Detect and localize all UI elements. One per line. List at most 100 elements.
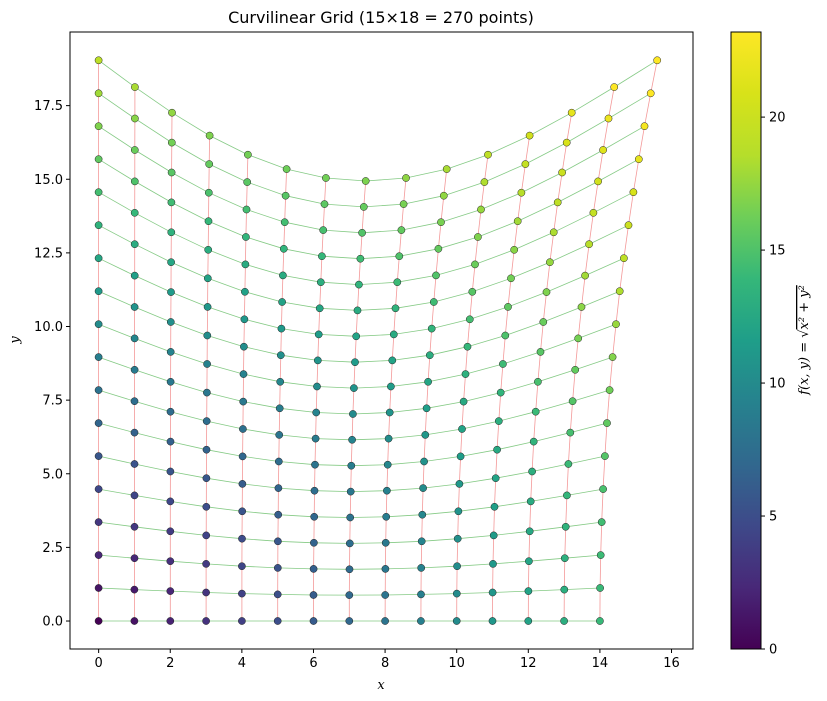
- column-line: [527, 112, 573, 622]
- data-point: [358, 228, 366, 237]
- data-point: [640, 122, 649, 131]
- x-tick-label: 0: [95, 656, 103, 671]
- data-point: [391, 304, 400, 313]
- data-point: [480, 178, 489, 186]
- data-point: [202, 560, 210, 568]
- data-point: [421, 431, 430, 439]
- data-point: [381, 538, 390, 547]
- data-point: [561, 522, 570, 531]
- data-point: [488, 588, 497, 597]
- data-point: [352, 332, 361, 341]
- data-point: [383, 460, 392, 469]
- data-point: [94, 353, 103, 361]
- colorbar-tick-label: 20: [769, 111, 786, 126]
- data-point: [560, 585, 569, 594]
- data-point: [130, 177, 139, 186]
- data-point: [420, 457, 428, 466]
- data-point: [240, 315, 249, 324]
- data-point: [274, 457, 283, 466]
- data-point: [346, 487, 355, 496]
- x-axis: 0 2 4 6 8 10 12 14 16: [95, 649, 680, 671]
- data-point: [594, 177, 602, 186]
- data-point: [603, 419, 611, 427]
- y-tick-label: 17.5: [34, 99, 63, 114]
- data-point: [203, 331, 212, 340]
- data-point: [239, 370, 248, 378]
- data-point: [318, 252, 326, 261]
- data-point: [465, 315, 474, 324]
- data-point: [596, 584, 604, 592]
- data-point: [320, 200, 329, 208]
- x-tick-label: 2: [166, 656, 174, 671]
- colorbar-tick-label: 0: [769, 643, 777, 658]
- data-point: [455, 480, 464, 488]
- data-point: [275, 404, 284, 413]
- data-point: [477, 205, 485, 214]
- data-point: [353, 306, 362, 315]
- svg-text:f(x, y) = √x² + y²: f(x, y) = √x² + y²: [797, 285, 812, 396]
- data-point: [238, 617, 246, 625]
- data-point: [452, 589, 461, 598]
- column-line: [205, 135, 210, 621]
- data-point: [501, 331, 510, 340]
- data-point: [94, 122, 103, 131]
- column-line: [277, 169, 287, 621]
- data-point: [351, 358, 359, 367]
- y-axis-label: y: [8, 336, 23, 345]
- data-point: [94, 551, 103, 559]
- data-point: [166, 437, 175, 446]
- data-point: [310, 486, 319, 495]
- data-point: [130, 146, 139, 154]
- data-point: [242, 205, 251, 214]
- column-line: [134, 87, 136, 621]
- data-point: [524, 617, 533, 625]
- data-point: [521, 160, 530, 168]
- data-point: [310, 512, 319, 521]
- data-point: [381, 565, 390, 573]
- data-point: [94, 188, 103, 197]
- data-point: [130, 460, 139, 468]
- data-point: [459, 397, 468, 406]
- data-point: [383, 486, 391, 495]
- data-point: [275, 431, 284, 439]
- data-point: [429, 298, 438, 306]
- data-point: [241, 260, 250, 269]
- data-point: [513, 217, 522, 226]
- data-point: [417, 564, 426, 572]
- data-point: [525, 131, 534, 140]
- data-point: [452, 617, 461, 625]
- data-point: [653, 56, 662, 65]
- data-point: [273, 590, 282, 599]
- data-point: [517, 188, 526, 197]
- data-point: [315, 304, 324, 313]
- data-point: [309, 565, 318, 573]
- y-tick-label: 5.0: [42, 467, 63, 482]
- data-point: [418, 510, 427, 519]
- data-point: [471, 260, 479, 269]
- data-point: [437, 218, 445, 227]
- data-point: [131, 114, 139, 123]
- colorbar: [730, 31, 762, 650]
- data-point: [244, 150, 252, 159]
- data-point: [94, 56, 103, 65]
- data-point: [567, 108, 576, 117]
- data-point: [553, 198, 562, 207]
- column-line: [241, 154, 249, 621]
- data-point: [166, 407, 175, 416]
- data-point: [525, 557, 533, 566]
- data-point: [131, 83, 139, 91]
- data-point: [282, 165, 291, 173]
- data-point: [585, 240, 593, 249]
- data-point: [494, 417, 503, 425]
- column-line: [348, 180, 367, 621]
- data-point: [442, 165, 451, 173]
- data-point: [276, 377, 285, 386]
- data-point: [130, 491, 139, 500]
- data-point: [274, 510, 283, 519]
- plot-area: [94, 56, 662, 625]
- data-point: [238, 507, 247, 516]
- data-point: [94, 254, 103, 263]
- data-point: [417, 537, 426, 546]
- data-point: [202, 502, 211, 511]
